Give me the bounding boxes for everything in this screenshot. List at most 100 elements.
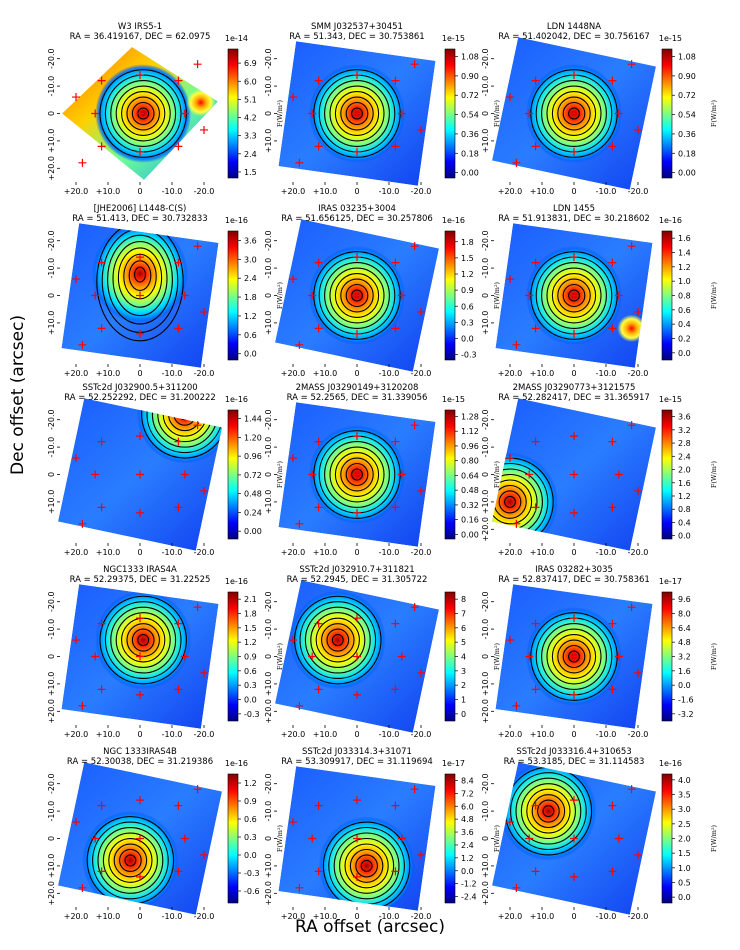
contour-line [115, 85, 171, 142]
y-tick-label: +10.0 [481, 129, 490, 154]
colorbar-tick-label: 0.4 [678, 518, 691, 527]
colorbar-tick-label: 0.36 [678, 130, 696, 139]
pointing-marker [136, 147, 144, 156]
x-tick-label: -10.0 [162, 912, 183, 921]
panel-subtitle: RA = 51.913831, DEC = 30.218602 [498, 214, 650, 224]
pointing-marker [397, 109, 406, 118]
contour-line [541, 262, 607, 329]
pointing-marker [174, 324, 183, 333]
colorbar-tick-label: 1.28 [461, 412, 479, 421]
pointing-marker [570, 432, 578, 441]
pointing-marker [506, 818, 514, 827]
contour-line [299, 601, 377, 680]
colorbar: -0.6 -0.3 0.0 0.3 0.6 0.9 1.2 1e-16 F(W/m²) [225, 759, 284, 904]
y-tick-label: +10.0 [481, 672, 490, 697]
x-tick-label: -20.0 [628, 912, 649, 921]
panel-title: 2MASS J03290149+3120208 [296, 383, 419, 393]
pointing-marker [72, 93, 80, 102]
x-tick-label: -20.0 [628, 730, 649, 739]
contour-line [321, 623, 355, 658]
contour-line [119, 848, 142, 872]
x-tick-label: -20.0 [194, 369, 215, 378]
y-tick-label: +10.0 [47, 129, 56, 154]
colorbar-tick-label: 7.2 [461, 789, 474, 798]
pointing-marker [78, 701, 87, 710]
y-tick-label: -10.0 [47, 619, 56, 640]
y-tick-label: -20.0 [481, 591, 490, 612]
contour-line [557, 278, 591, 313]
colorbar-gradient [227, 48, 239, 179]
contour-line [334, 452, 380, 497]
x-tick-label: -10.0 [596, 730, 617, 739]
colorbar-tick-label: 6.4 [678, 624, 691, 633]
y-tick-label: -10.0 [264, 619, 273, 640]
pointing-marker [608, 76, 617, 85]
x-tick-label: -20.0 [411, 369, 432, 378]
colorbar-tick-label: -0.3 [244, 710, 260, 719]
panel-subtitle: RA = 51.402042, DEC = 30.756167 [498, 32, 650, 42]
colorbar-tick-label: 0.48 [461, 486, 479, 495]
colorbar-tick-label: 0.72 [678, 91, 696, 100]
pointing-marker [391, 76, 400, 85]
colorbar-exponent: 1e-16 [659, 216, 682, 225]
x-tick-label: +20.0 [498, 187, 523, 196]
x-tick-label: 0 [354, 187, 359, 196]
pointing-marker [308, 109, 317, 118]
colorbar-tick-label: 0.8 [678, 505, 691, 514]
pointing-marker [136, 71, 144, 80]
contour-line [324, 441, 390, 508]
pointing-marker [353, 147, 361, 156]
contour-line [551, 91, 597, 136]
pointing-marker [97, 801, 106, 810]
pointing-marker [289, 636, 297, 645]
y-tick-label: +10.0 [47, 490, 56, 515]
colorbar-tick-label: 0.96 [244, 452, 262, 461]
x-tick-label: +20.0 [281, 369, 306, 378]
colorbar-exponent: 1e-15 [442, 34, 465, 43]
panel-title: NGC1333 IRAS4A [103, 565, 177, 575]
colorbar-tick-label: 1.44 [244, 415, 262, 424]
colorbar-exponent: 1e-17 [659, 577, 682, 586]
pointing-marker [353, 652, 361, 661]
panel-subtitle: RA = 52.837417, DEC = 30.758361 [498, 575, 650, 585]
colorbar-tick-label: 6.0 [461, 802, 474, 811]
pointing-markers [72, 421, 208, 528]
colorbar-exponent: 1e-16 [225, 216, 248, 225]
pointing-marker [174, 867, 183, 876]
colorbar-exponent: 1e-17 [442, 759, 465, 768]
colorbar-tick-label: 1.12 [461, 427, 479, 436]
colorbar-gradient [444, 230, 456, 361]
y-tick-label: -20.0 [47, 773, 56, 794]
colorbar-tick-label: 0.32 [461, 501, 479, 510]
colorbar-unit-label: F(W/m²) [493, 642, 501, 670]
pointing-markers [506, 60, 642, 167]
colorbar-tick-label: 6.0 [244, 77, 257, 86]
pointing-marker [634, 307, 642, 316]
colorbar-tick-label: 5.1 [244, 95, 257, 104]
pointing-marker [72, 636, 80, 645]
colorbar-tick-label: 3.5 [678, 791, 691, 800]
x-tick-label: +20.0 [281, 730, 306, 739]
pointing-marker [174, 142, 183, 151]
heatmap-peak [492, 452, 558, 551]
contour-line [315, 617, 360, 663]
y-tick-label: -10.0 [481, 76, 490, 97]
x-tick-label: 0 [571, 912, 576, 921]
colorbar-tick-label: 0.2 [678, 335, 691, 344]
y-tick-label: +20.0 [481, 699, 490, 724]
colorbar-unit-label: F(W/m²) [276, 460, 284, 488]
x-tick-label: 0 [137, 369, 142, 378]
y-tick-label: +20.0 [47, 699, 56, 724]
colorbar-tick-label: -1.2 [461, 880, 477, 889]
contour-line [115, 612, 171, 669]
pointing-marker [295, 883, 304, 892]
pointing-markers [289, 421, 425, 528]
contour-line [541, 80, 607, 147]
pointing-marker [200, 307, 208, 316]
pointing-marker [417, 850, 425, 859]
pointing-marker [136, 508, 144, 517]
colorbar-tick-label: 0.6 [678, 306, 691, 315]
x-tick-label: -10.0 [162, 187, 183, 196]
contour-line [351, 468, 363, 481]
y-tick-label: -20.0 [47, 48, 56, 69]
